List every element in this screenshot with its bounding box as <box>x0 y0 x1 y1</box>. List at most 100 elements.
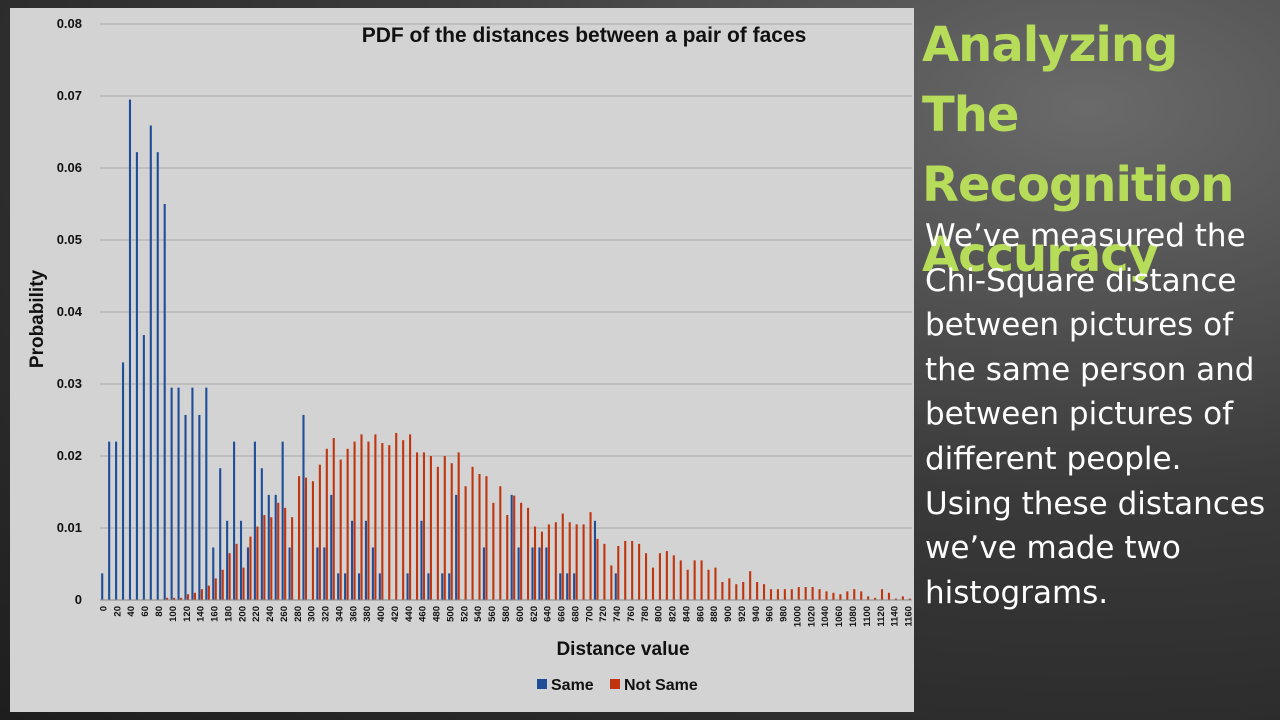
bar-same <box>260 468 263 600</box>
bar-not-same <box>284 507 287 600</box>
bar-same <box>121 362 125 600</box>
x-tick-label: 60 <box>140 606 151 617</box>
x-tick-label: 0 <box>98 606 109 611</box>
x-tick-label: 940 <box>751 606 762 622</box>
bar-same <box>239 520 243 600</box>
y-tick-label: 0.05 <box>57 232 82 247</box>
x-tick-label: 660 <box>557 606 568 622</box>
bar-same <box>406 573 409 600</box>
bar-not-same <box>166 597 169 600</box>
x-tick-label: 640 <box>543 606 554 622</box>
bar-not-same <box>422 452 426 600</box>
bar-same <box>108 441 111 600</box>
x-tick-label: 440 <box>404 606 415 622</box>
bar-not-same <box>443 456 446 600</box>
bar-not-same <box>332 438 335 600</box>
bar-same <box>233 441 236 600</box>
x-tick-label: 520 <box>459 606 470 622</box>
x-axis-label: Distance value <box>556 639 689 660</box>
x-tick-label: 360 <box>348 606 359 622</box>
x-tick-label: 120 <box>182 606 193 622</box>
bar-not-same <box>714 567 717 600</box>
bar-not-same <box>346 448 349 600</box>
bar-same <box>274 494 277 600</box>
bar-same <box>441 573 444 600</box>
bar-not-same <box>249 536 252 600</box>
x-tick-label: 1080 <box>848 606 859 627</box>
bar-not-same <box>832 592 835 600</box>
x-tick-label: 140 <box>196 606 207 622</box>
x-tick-label: 960 <box>765 606 776 622</box>
slide-body-text: We’ve measured the Chi-Square distance b… <box>925 218 1266 611</box>
legend-label-same: Same <box>551 677 594 694</box>
y-tick-label: 0.06 <box>57 160 82 175</box>
bar-not-same <box>499 486 502 600</box>
bar-same <box>135 152 138 600</box>
x-tick-label: 460 <box>418 606 429 622</box>
bar-not-same <box>853 589 856 600</box>
bar-not-same <box>506 515 509 600</box>
bar-not-same <box>388 445 391 600</box>
bar-same <box>163 204 166 600</box>
x-tick-label: 980 <box>779 606 790 622</box>
bar-not-same <box>790 589 793 600</box>
bar-not-same <box>367 441 370 600</box>
bar-not-same <box>374 434 377 600</box>
bar-not-same <box>728 578 731 600</box>
x-tick-label: 300 <box>307 606 318 622</box>
bar-same <box>364 520 367 600</box>
bar-not-same <box>325 448 328 600</box>
bar-same <box>510 494 513 600</box>
x-tick-label: 840 <box>681 606 692 622</box>
bar-not-same <box>429 456 432 600</box>
bar-not-same <box>797 587 800 600</box>
x-tick-label: 260 <box>279 606 290 622</box>
x-tick-label: 740 <box>612 606 623 622</box>
bar-same <box>226 520 229 600</box>
bar-not-same <box>901 596 904 600</box>
chart-title: PDF of the distances between a pair of f… <box>362 24 807 47</box>
bar-not-same <box>540 531 543 600</box>
bar-same <box>455 494 458 600</box>
y-tick-label: 0.04 <box>57 304 83 319</box>
bar-not-same <box>887 592 891 600</box>
bar-not-same <box>457 452 460 600</box>
bar-same <box>115 441 118 600</box>
y-tick-label: 0.03 <box>57 376 82 391</box>
bar-not-same <box>783 589 786 600</box>
bar-same <box>517 547 520 600</box>
x-tick-label: 920 <box>737 606 748 622</box>
bar-not-same <box>818 589 821 600</box>
bar-not-same <box>297 476 301 600</box>
bar-same <box>420 520 423 600</box>
bar-not-same <box>339 459 342 600</box>
x-tick-label: 20 <box>112 606 123 617</box>
legend-swatch-not-same <box>610 679 620 689</box>
x-tick-label: 620 <box>529 606 540 622</box>
bar-not-same <box>415 452 419 600</box>
bar-not-same <box>693 560 696 600</box>
bar-not-same <box>402 440 405 600</box>
legend-swatch-same <box>537 679 547 689</box>
bar-not-same <box>860 591 863 600</box>
y-axis-label: Probability <box>27 269 48 368</box>
bar-not-same <box>908 598 911 600</box>
bar-same <box>128 99 132 600</box>
bar-same <box>253 441 256 600</box>
bar-not-same <box>631 540 634 600</box>
bar-same <box>184 414 187 600</box>
bar-not-same <box>610 565 613 600</box>
y-tick-label: 0.08 <box>57 16 82 31</box>
bar-not-same <box>721 582 724 600</box>
x-tick-label: 780 <box>640 606 651 622</box>
bar-not-same <box>533 526 537 600</box>
y-tick-label: 0 <box>75 592 82 607</box>
gridlines <box>100 23 912 601</box>
bar-not-same <box>617 546 620 600</box>
bar-same <box>559 573 562 600</box>
bar-same <box>323 547 326 600</box>
x-tick-label: 400 <box>376 606 387 622</box>
bar-same <box>246 547 250 600</box>
bar-not-same <box>464 486 467 600</box>
x-tick-label: 1000 <box>792 606 803 627</box>
